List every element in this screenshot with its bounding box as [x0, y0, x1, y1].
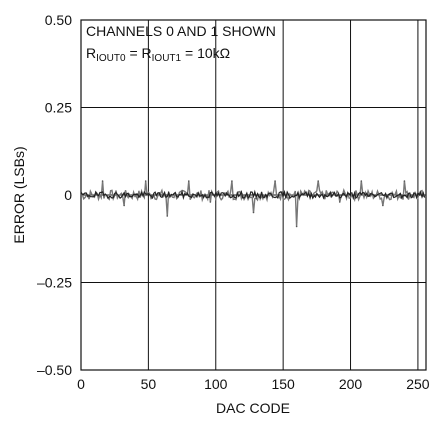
- y-tick-label: 0.50: [45, 12, 72, 28]
- y-tick-label: –0.50: [37, 362, 72, 378]
- data-point: [295, 225, 298, 228]
- y-tick-label: 0.25: [45, 100, 72, 116]
- series-channel-1: [80, 189, 426, 201]
- y-tick-label: –0.25: [37, 275, 72, 291]
- data-point: [209, 201, 212, 203]
- y-tick-label: 0: [64, 187, 72, 203]
- x-tick-label: 200: [339, 376, 363, 392]
- annot-r1: R: [86, 45, 96, 61]
- annot-sub2: IOUT1: [152, 53, 182, 64]
- annotation-line-1: CHANNELS 0 AND 1 SHOWN: [86, 23, 276, 39]
- data-point: [188, 180, 190, 182]
- x-tick-label: 150: [271, 376, 295, 392]
- x-tick-label: 50: [141, 376, 157, 392]
- data-point: [252, 211, 255, 214]
- series-channel-0: [80, 180, 426, 227]
- data-point: [166, 215, 169, 217]
- data-point: [360, 180, 363, 182]
- y-ticks: 0.50 0.25 0 –0.25 –0.50: [37, 12, 72, 378]
- annotation-line-2: RIOUT0 = RIOUT1 = 10kΩ: [86, 45, 230, 64]
- data-point: [274, 180, 276, 182]
- data-point: [123, 204, 125, 207]
- x-tick-label: 100: [204, 376, 228, 392]
- data-point: [382, 204, 384, 207]
- data-point: [338, 201, 341, 203]
- y-axis-label: ERROR (LSBs): [11, 146, 27, 243]
- annot-end: = 10kΩ: [181, 45, 230, 61]
- data-series: [80, 180, 426, 228]
- data-point: [80, 194, 82, 196]
- x-tick-label: 0: [77, 376, 85, 392]
- annot-mid: = R: [126, 45, 152, 61]
- data-point: [317, 180, 319, 182]
- x-tick-label: 250: [406, 376, 430, 392]
- x-ticks: 0 50 100 150 200 250: [77, 376, 430, 392]
- data-point: [101, 180, 104, 182]
- annot-sub1: IOUT0: [96, 53, 126, 64]
- data-point: [144, 180, 147, 182]
- data-point: [423, 194, 426, 196]
- data-point: [231, 180, 233, 182]
- data-point: [403, 180, 406, 182]
- x-axis-label: DAC CODE: [216, 400, 290, 416]
